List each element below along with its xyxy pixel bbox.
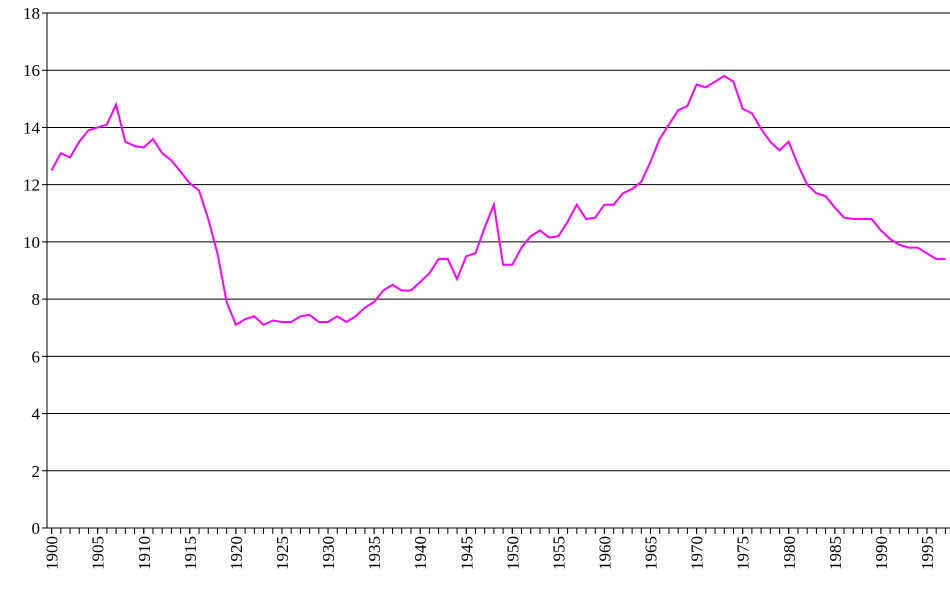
- y-tick-label: 6: [32, 347, 41, 366]
- x-tick-label: 1935: [365, 536, 384, 570]
- y-tick-label: 18: [23, 4, 40, 23]
- y-tick-label: 16: [23, 61, 40, 80]
- x-tick-label: 1990: [872, 536, 891, 570]
- x-tick-label: 1960: [595, 536, 614, 570]
- x-tick-label: 1930: [319, 536, 338, 570]
- x-tick-label: 1975: [734, 536, 753, 570]
- x-tick-label: 1965: [642, 536, 661, 570]
- x-tick-label: 1920: [227, 536, 246, 570]
- x-tick-label: 1980: [780, 536, 799, 570]
- x-tick-label: 1955: [549, 536, 568, 570]
- y-tick-label: 2: [32, 462, 41, 481]
- x-tick-label: 1945: [457, 536, 476, 570]
- x-tick-label: 1950: [503, 536, 522, 570]
- y-tick-label: 14: [23, 118, 41, 137]
- y-tick-label: 8: [32, 290, 41, 309]
- x-tick-label: 1900: [43, 536, 62, 570]
- x-tick-label: 1910: [135, 536, 154, 570]
- x-tick-label: 1925: [273, 536, 292, 570]
- x-tick-label: 1985: [826, 536, 845, 570]
- x-tick-label: 1995: [918, 536, 937, 570]
- y-tick-label: 4: [32, 405, 41, 424]
- x-tick-label: 1905: [89, 536, 108, 570]
- y-tick-label: 10: [23, 233, 40, 252]
- data-line: [50, 74, 946, 327]
- x-tick-label: 1915: [181, 536, 200, 570]
- x-tick-label: 1940: [411, 536, 430, 570]
- x-tick-label: 1970: [688, 536, 707, 570]
- y-tick-label: 0: [32, 519, 41, 538]
- y-tick-label: 12: [23, 176, 40, 195]
